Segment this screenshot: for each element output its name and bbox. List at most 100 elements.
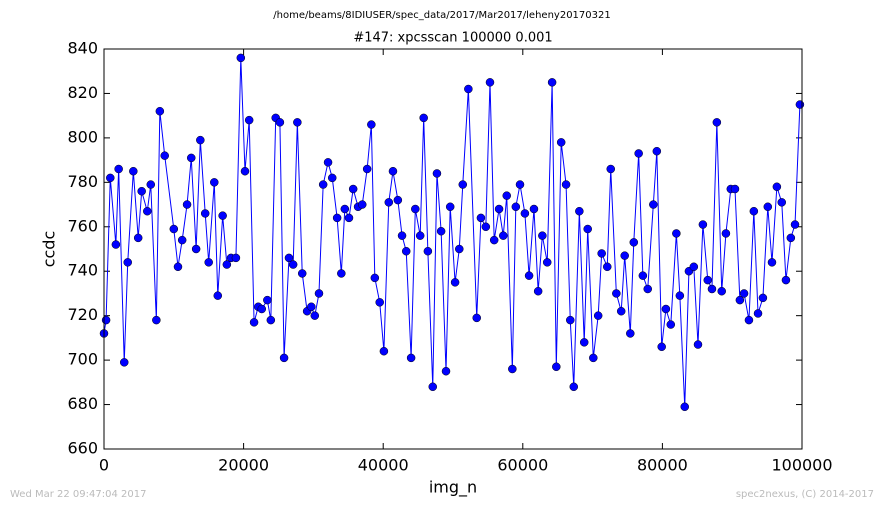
x-tick-label: 80000 bbox=[637, 456, 688, 475]
data-point bbox=[137, 186, 146, 196]
data-point bbox=[367, 120, 376, 129]
data-point bbox=[187, 153, 196, 163]
data-point bbox=[393, 195, 403, 205]
footer-date: Wed Mar 22 09:47:04 2017 bbox=[10, 489, 146, 500]
data-point bbox=[257, 304, 266, 314]
data-point bbox=[744, 315, 754, 325]
data-point bbox=[767, 258, 777, 267]
data-point bbox=[566, 315, 575, 325]
data-point bbox=[348, 184, 358, 194]
data-point bbox=[146, 180, 156, 189]
data-point bbox=[129, 166, 138, 176]
data-point bbox=[603, 262, 612, 272]
data-point bbox=[370, 273, 380, 283]
y-tick-label: 800 bbox=[67, 127, 98, 146]
data-point bbox=[472, 313, 481, 323]
y-tick-label: 760 bbox=[67, 216, 98, 235]
data-point bbox=[152, 315, 161, 325]
data-point bbox=[786, 233, 796, 243]
data-point bbox=[415, 231, 425, 240]
data-point bbox=[455, 244, 464, 254]
data-point bbox=[332, 213, 342, 223]
data-point bbox=[575, 206, 584, 216]
x-tick-label: 60000 bbox=[497, 456, 548, 475]
data-point bbox=[772, 182, 782, 192]
data-point bbox=[423, 246, 433, 256]
data-point bbox=[666, 320, 676, 329]
data-point bbox=[160, 151, 169, 160]
data-point bbox=[213, 291, 223, 300]
x-tick-label: 0 bbox=[99, 456, 109, 475]
data-point bbox=[388, 166, 398, 176]
data-point bbox=[240, 166, 250, 176]
y-tick-label: 680 bbox=[67, 394, 98, 413]
data-point bbox=[561, 180, 571, 189]
data-point bbox=[638, 271, 648, 280]
data-point bbox=[730, 184, 740, 194]
data-point bbox=[698, 220, 708, 229]
data-point bbox=[620, 251, 629, 260]
data-point bbox=[133, 233, 143, 243]
data-point bbox=[340, 204, 350, 214]
data-point bbox=[717, 286, 726, 296]
data-point bbox=[634, 149, 643, 158]
y-tick-label: 820 bbox=[67, 83, 98, 102]
data-point bbox=[458, 180, 468, 189]
data-point bbox=[680, 402, 689, 412]
data-point bbox=[222, 260, 232, 269]
data-point bbox=[173, 262, 183, 272]
data-point bbox=[318, 180, 328, 189]
data-point bbox=[263, 295, 272, 305]
data-point bbox=[703, 275, 713, 285]
data-point bbox=[379, 346, 389, 356]
data-point bbox=[675, 291, 685, 300]
data-point bbox=[155, 106, 165, 116]
y-tick-label: 720 bbox=[67, 305, 98, 324]
data-point bbox=[266, 315, 276, 325]
data-point bbox=[693, 340, 703, 349]
data-point bbox=[790, 220, 800, 229]
y-axis-label: ccdc bbox=[40, 231, 59, 268]
chart-header: /home/beams/8IDIUSER/spec_data/2017/Mar2… bbox=[273, 10, 610, 21]
data-point bbox=[428, 382, 438, 392]
data-point bbox=[583, 224, 592, 234]
data-point bbox=[419, 113, 428, 123]
data-point bbox=[275, 118, 285, 127]
data-point bbox=[749, 206, 759, 216]
data-point bbox=[552, 362, 561, 372]
data-point bbox=[476, 213, 486, 223]
x-tick-label: 20000 bbox=[218, 456, 269, 475]
data-point bbox=[445, 202, 455, 212]
y-tick-label: 740 bbox=[67, 261, 98, 280]
y-tick-label: 700 bbox=[67, 350, 98, 369]
data-point bbox=[542, 258, 552, 267]
data-point bbox=[143, 206, 152, 216]
data-point bbox=[511, 202, 521, 212]
data-point bbox=[218, 211, 227, 220]
data-point bbox=[643, 284, 652, 294]
data-point bbox=[441, 366, 451, 376]
data-point bbox=[293, 118, 302, 127]
data-point bbox=[200, 209, 210, 218]
y-tick-label: 840 bbox=[67, 39, 98, 58]
data-point bbox=[547, 78, 557, 87]
data-point bbox=[529, 204, 539, 214]
data-point bbox=[515, 180, 525, 189]
data-point bbox=[204, 258, 213, 267]
data-point bbox=[533, 286, 543, 296]
data-point bbox=[119, 358, 129, 367]
data-point bbox=[652, 146, 662, 156]
data-point bbox=[597, 249, 606, 258]
data-point bbox=[481, 222, 491, 232]
data-point bbox=[781, 275, 791, 285]
footer-credit: spec2nexus, (C) 2014-2017 bbox=[736, 489, 874, 500]
data-point bbox=[689, 262, 699, 272]
data-point bbox=[758, 293, 768, 303]
data-point bbox=[169, 224, 179, 234]
data-point bbox=[464, 84, 473, 94]
data-point bbox=[231, 253, 241, 263]
data-point bbox=[182, 200, 192, 209]
data-point bbox=[249, 318, 259, 327]
data-point bbox=[323, 158, 333, 167]
